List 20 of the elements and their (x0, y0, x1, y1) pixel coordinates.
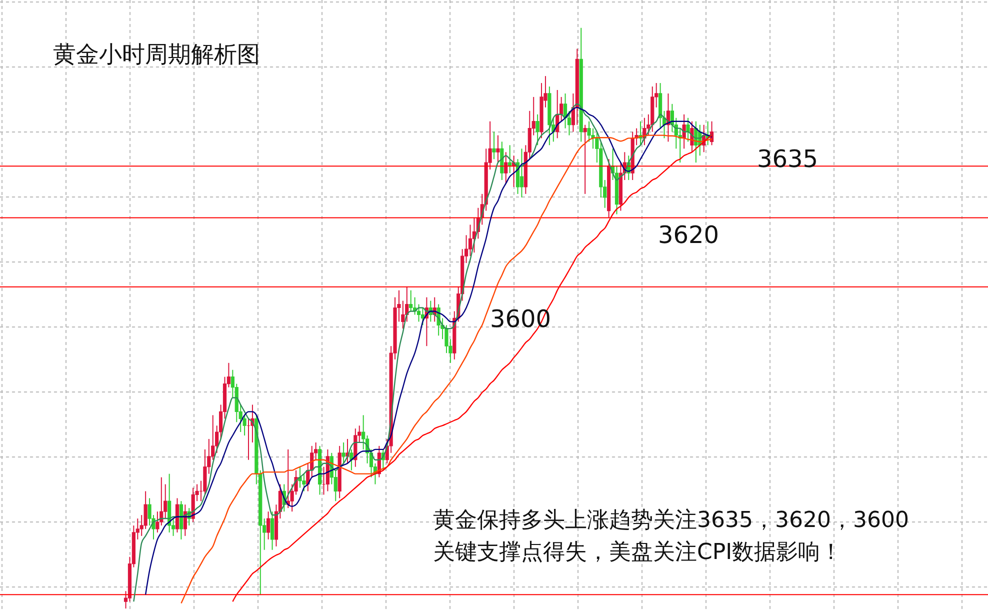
candlestick (342, 442, 346, 464)
candlestick (362, 414, 366, 450)
candlestick (496, 134, 500, 164)
candlestick (642, 117, 646, 146)
candlestick (536, 114, 540, 146)
candlestick (420, 307, 425, 326)
annotation: 关键支撑点得失，美盘关注CPI数据影响！ (433, 540, 842, 565)
candlestick (350, 448, 354, 471)
candlestick (682, 114, 686, 150)
candlestick (686, 117, 690, 142)
annotation: 3620 (658, 221, 720, 249)
text: 3635 (757, 145, 818, 173)
candlestick (409, 290, 413, 312)
annotation: 黄金保持多头上涨趋势关注3635，3620，3600 (433, 508, 909, 533)
candlestick (520, 148, 524, 198)
candlestick (266, 511, 270, 540)
candlestick (270, 511, 274, 550)
candlestick (492, 131, 496, 160)
text: 黄金小时周期解析图 (53, 42, 260, 68)
candlestick (583, 124, 587, 194)
